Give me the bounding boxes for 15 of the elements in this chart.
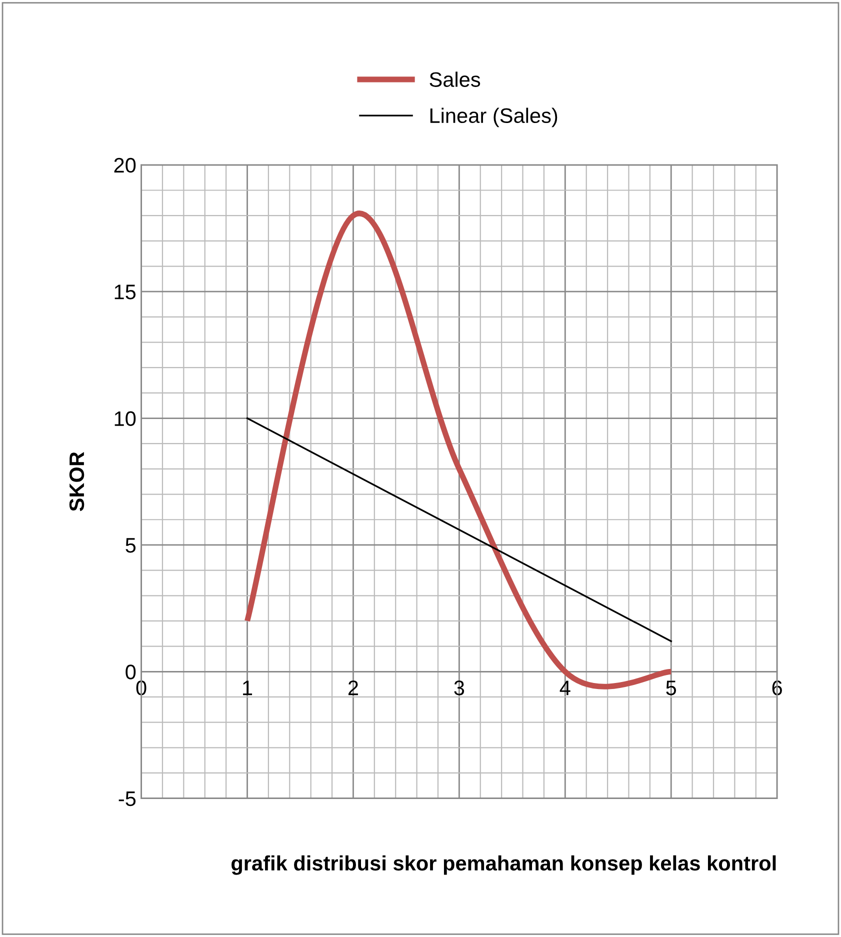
x-axis-title: grafik distribusi skor pemahaman konsep kelas kontrol: [232, 855, 776, 875]
y-tick-label: 15: [114, 284, 136, 300]
x-tick-label: 4: [560, 680, 570, 696]
x-tick-label: 3: [454, 680, 464, 696]
y-tick-label: 20: [114, 158, 136, 173]
y-tick-label: -5: [118, 792, 136, 806]
y-axis-title: SKOR: [69, 452, 84, 512]
y-tick-label: 10: [114, 411, 136, 426]
x-tick-label: 1: [243, 680, 252, 696]
x-tick-label: 5: [666, 680, 676, 696]
y-tick-label: 0: [126, 664, 136, 680]
y-tick-label: 5: [126, 538, 136, 553]
legend-label: Linear (Sales): [430, 108, 558, 128]
x-tick-label: 2: [348, 680, 358, 696]
legend-label: Sales: [430, 72, 480, 87]
